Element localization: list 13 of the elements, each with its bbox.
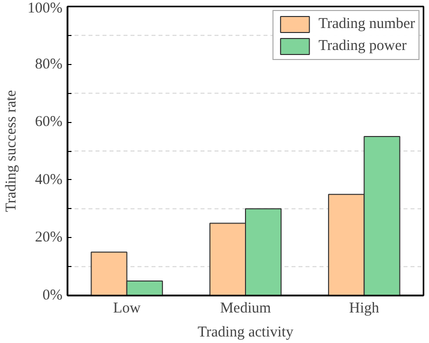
x-tick-label: High: [349, 300, 380, 316]
y-tick-label: 40%: [35, 172, 63, 188]
y-tick-label: 0%: [42, 288, 63, 304]
legend-label: Trading number: [318, 16, 415, 32]
x-axis-title: Trading activity: [198, 324, 294, 340]
y-tick-label: 20%: [35, 230, 63, 246]
y-tick-label: 60%: [35, 114, 63, 130]
x-tick-label: Low: [113, 300, 141, 316]
y-tick-label: 80%: [35, 56, 63, 72]
y-tick-label: 100%: [28, 0, 63, 16]
y-axis-title: Trading success rate: [4, 90, 20, 212]
legend-label: Trading power: [318, 38, 407, 54]
x-tick-label: Medium: [220, 300, 272, 316]
